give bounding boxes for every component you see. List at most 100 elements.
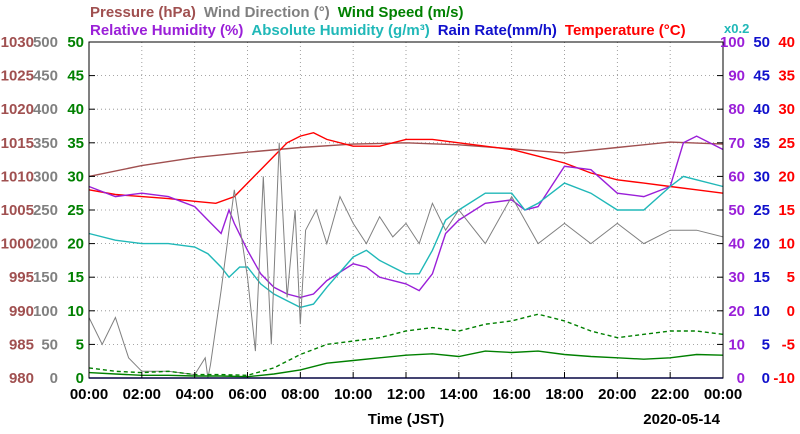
series-lines [88, 131, 724, 379]
y-tick-label: 30 [728, 269, 745, 286]
y-tick-label: 1005 [1, 202, 34, 219]
x-tick-label: 10:00 [334, 386, 372, 403]
x-tick-label: 02:00 [123, 386, 161, 403]
y-tick-label: 20 [728, 303, 745, 320]
date-label: 2020-05-14 [643, 411, 720, 428]
y-tick-label: 1025 [1, 68, 34, 85]
y-tick-label: 980 [9, 370, 34, 387]
legend-item: Absolute Humidity (g/m³) [251, 22, 429, 39]
legend-item: Wind Direction (°) [204, 4, 330, 21]
y-tick-label: 1010 [1, 168, 34, 185]
y-tick-label: -5 [782, 336, 795, 353]
y-tick-label: 30 [778, 101, 795, 118]
y-tick-label: 25 [753, 202, 770, 219]
y-tick-label: 50 [67, 34, 84, 51]
y-tick-label: 400 [33, 101, 58, 118]
y-tick-label: 990 [9, 303, 34, 320]
y-tick-label: 50 [753, 34, 770, 51]
x-tick-label: 22:00 [651, 386, 689, 403]
legend-item: Wind Speed (m/s) [338, 4, 464, 21]
x-axis-label: Time (JST) [368, 411, 444, 428]
y-tick-label: 1000 [1, 236, 34, 253]
y-tick-label: 200 [33, 236, 58, 253]
y-tick-label: 25 [778, 135, 795, 152]
y-tick-label: 10 [753, 303, 770, 320]
legend-item: Rain Rate(mm/h) [438, 22, 557, 39]
y-tick-label: 350 [33, 135, 58, 152]
y-tick-label: 10 [778, 236, 795, 253]
x-tick-label: 12:00 [387, 386, 425, 403]
y-tick-label: 5 [787, 269, 795, 286]
y-tick-label: 50 [41, 336, 58, 353]
y-tick-label: 10 [67, 303, 84, 320]
series-line [88, 141, 724, 178]
y-tick-label: 150 [33, 269, 58, 286]
x-axis: 00:00 02:00 04:00 06:00 08:00 10:00 12:00 14:00… [70, 372, 742, 403]
series-line [88, 131, 724, 205]
y-tick-label: 1015 [1, 135, 34, 152]
x-tick-label: 00:00 [70, 386, 108, 403]
scale-note: x0.2 [724, 21, 749, 36]
x-tick-label: 00:00 [704, 386, 742, 403]
y-tick-label: 60 [728, 168, 745, 185]
legend-item: Relative Humidity (%) [90, 22, 243, 39]
y-tick-label: 80 [728, 101, 745, 118]
y-tick-label: 50 [728, 202, 745, 219]
y-tick-label: 0 [737, 370, 745, 387]
y-tick-label: 1020 [1, 101, 34, 118]
y-tick-label: 30 [753, 168, 770, 185]
y-tick-label: 0 [76, 370, 84, 387]
x-tick-label: 06:00 [228, 386, 266, 403]
y-tick-label: 985 [9, 336, 34, 353]
y-tick-label: 5 [76, 336, 84, 353]
y-tick-label: 15 [753, 269, 770, 286]
x-tick-label: 20:00 [598, 386, 636, 403]
x-tick-label: 14:00 [440, 386, 478, 403]
y-tick-label: 500 [33, 34, 58, 51]
y-tick-label: 1030 [1, 34, 34, 51]
y-tick-label: 10 [728, 336, 745, 353]
y-tick-label: 30 [67, 168, 84, 185]
y-tick-label: 20 [67, 236, 84, 253]
y-tick-label: 90 [728, 68, 745, 85]
series-line [88, 142, 724, 379]
y-tick-label: 100 [720, 34, 745, 51]
right-axes: 1009080706050403020100504540353025201510… [720, 34, 795, 387]
legend: Pressure (hPa) Wind Direction (°) Wind Spe… [90, 4, 749, 39]
legend-item: Temperature (°C) [565, 22, 686, 39]
y-tick-label: 40 [67, 101, 84, 118]
left-axes: 1030102510201015101010051000995990985980… [1, 34, 723, 387]
x-tick-label: 16:00 [492, 386, 530, 403]
y-tick-label: 100 [33, 303, 58, 320]
legend-item: Pressure (hPa) [90, 4, 196, 21]
y-tick-label: 0 [762, 370, 770, 387]
x-tick-label: 18:00 [545, 386, 583, 403]
y-tick-label: 40 [728, 236, 745, 253]
y-tick-label: 35 [778, 68, 795, 85]
y-tick-label: -10 [773, 370, 795, 387]
x-tick-label: 04:00 [175, 386, 213, 403]
y-tick-label: 15 [778, 202, 795, 219]
y-tick-label: 35 [753, 135, 770, 152]
y-tick-label: 450 [33, 68, 58, 85]
y-tick-label: 5 [762, 336, 770, 353]
y-tick-label: 250 [33, 202, 58, 219]
y-tick-label: 20 [753, 236, 770, 253]
y-tick-label: 40 [778, 34, 795, 51]
y-tick-label: 45 [753, 68, 770, 85]
y-tick-label: 35 [67, 135, 84, 152]
y-tick-label: 40 [753, 101, 770, 118]
x-tick-label: 08:00 [281, 386, 319, 403]
y-tick-label: 25 [67, 202, 84, 219]
y-tick-label: 0 [50, 370, 58, 387]
y-tick-label: 45 [67, 68, 84, 85]
series-line [88, 135, 724, 299]
y-tick-label: 300 [33, 168, 58, 185]
y-tick-label: 995 [9, 269, 34, 286]
y-tick-label: 70 [728, 135, 745, 152]
series-line [88, 175, 724, 309]
y-tick-label: 20 [778, 168, 795, 185]
y-tick-label: 0 [787, 303, 795, 320]
y-tick-label: 15 [67, 269, 84, 286]
